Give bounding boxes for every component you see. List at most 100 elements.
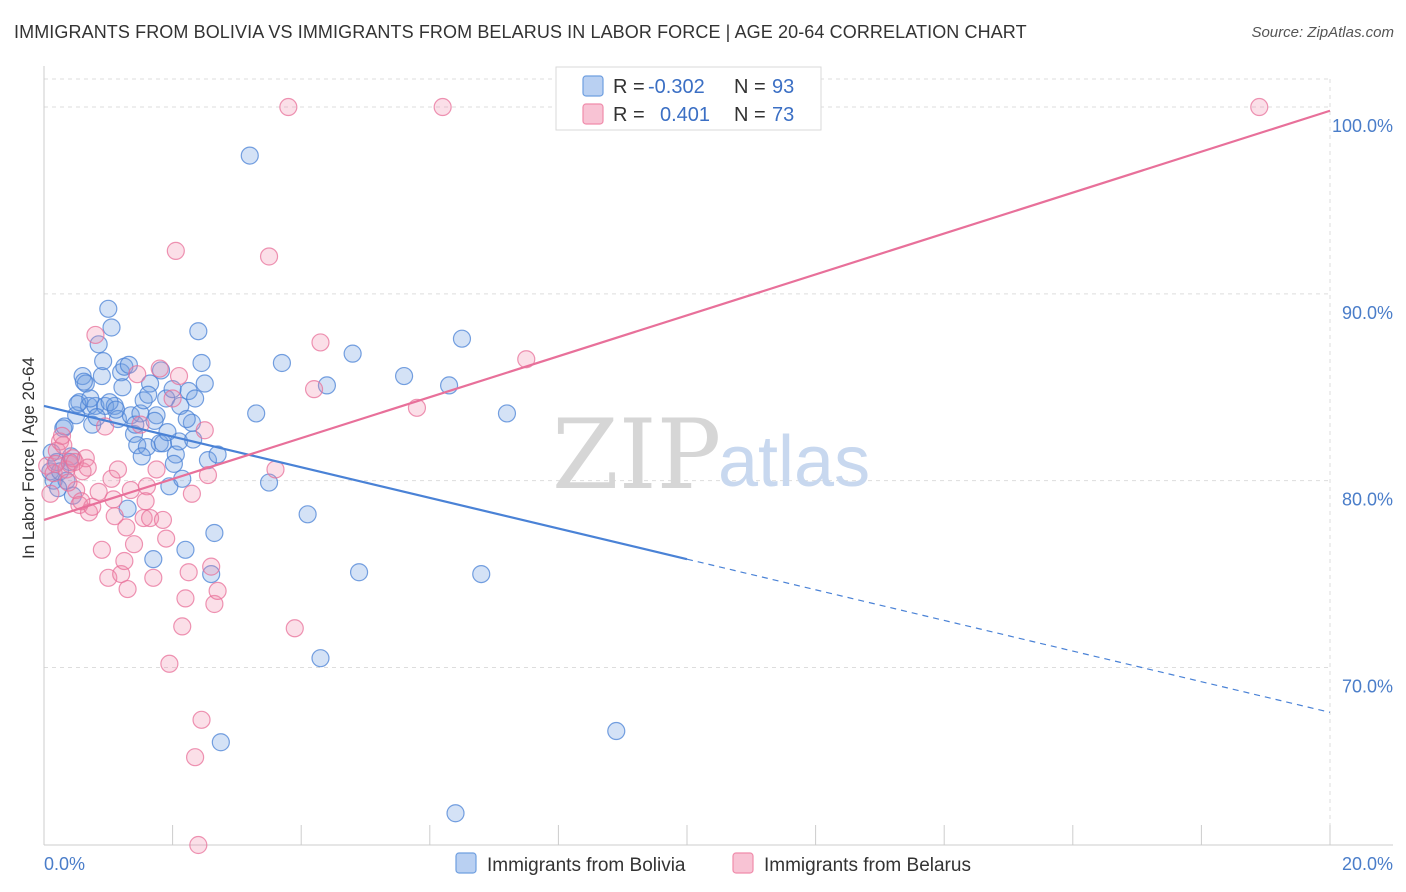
bolivia-point: [192, 353, 211, 373]
belarus-point: [118, 579, 137, 599]
bolivia-point: [452, 329, 472, 348]
bolivia-trend-line: [43, 404, 688, 561]
belarus-point: [59, 473, 78, 492]
bolivia-point: [607, 721, 626, 741]
belarus-point: [136, 492, 155, 511]
belarus-point: [259, 247, 279, 266]
belarus-point: [46, 454, 65, 473]
bottom-legend: Immigrants from Bolivia Immigrants from …: [455, 852, 971, 876]
belarus-point: [279, 97, 298, 117]
belarus-point: [89, 482, 108, 501]
legend-r-value-belarus: 0.401: [660, 104, 710, 126]
y-tick-label: 90.0%: [1342, 303, 1393, 323]
y-tick-label: 100.0%: [1332, 116, 1393, 136]
belarus-point: [108, 460, 128, 479]
bolivia-point: [94, 352, 113, 371]
bottom-legend-swatch-belarus: [732, 852, 754, 874]
belarus-point: [104, 490, 123, 509]
bolivia-point: [189, 322, 208, 341]
bottom-legend-bolivia: Immigrants from Bolivia: [487, 855, 686, 876]
belarus-point: [198, 465, 218, 485]
belarus-point: [179, 563, 198, 582]
legend-n-value-belarus: 73: [772, 104, 794, 126]
bolivia-point: [112, 363, 131, 382]
bolivia-point: [100, 393, 119, 412]
bolivia-point: [164, 454, 183, 473]
bolivia-trend-extension: [686, 558, 1331, 713]
bolivia-point: [81, 389, 100, 408]
bolivia-point: [158, 423, 177, 442]
belarus-point: [189, 835, 208, 855]
bolivia-point: [497, 404, 517, 423]
belarus-point: [285, 619, 304, 638]
bolivia-point: [186, 389, 205, 408]
belarus-point: [128, 365, 147, 384]
bolivia-point: [140, 374, 160, 393]
belarus-point: [144, 568, 163, 587]
belarus-point: [117, 518, 136, 537]
bolivia-point: [113, 378, 132, 397]
belarus-point: [150, 359, 169, 378]
bolivia-point: [343, 344, 362, 363]
legend-r-label: R =: [613, 104, 645, 126]
bolivia-point: [472, 564, 491, 584]
belarus-point: [1250, 97, 1269, 117]
belarus-point: [176, 589, 195, 608]
bolivia-point: [247, 404, 266, 423]
belarus-point: [182, 484, 201, 503]
bolivia-point: [92, 366, 111, 386]
chart-source: Source: ZipAtlas.com: [1251, 24, 1394, 41]
x-tick-label: 0.0%: [44, 854, 85, 874]
belarus-point: [115, 551, 134, 571]
belarus-point: [433, 97, 452, 117]
bolivia-point: [124, 424, 144, 444]
belarus-point: [169, 366, 189, 386]
watermark: ZIP atlas: [552, 399, 870, 511]
bolivia-point: [132, 447, 151, 466]
bottom-legend-belarus: Immigrants from Belarus: [764, 855, 971, 876]
legend-n-label: N =: [734, 76, 766, 98]
belarus-point: [153, 510, 173, 530]
bolivia-point: [202, 564, 221, 584]
bolivia-point: [272, 353, 292, 373]
belarus-point: [86, 325, 105, 345]
legend-n-label: N =: [734, 104, 766, 126]
bolivia-point: [144, 550, 163, 569]
belarus-point: [517, 350, 536, 369]
watermark-atlas: atlas: [718, 422, 870, 502]
bolivia-point: [349, 563, 369, 582]
belarus-point: [163, 389, 182, 408]
belarus-point: [52, 426, 72, 445]
y-tick-labels: 100.0% 90.0% 80.0% 70.0%: [1332, 116, 1393, 696]
belarus-point: [195, 421, 214, 440]
belarus-point: [157, 529, 176, 548]
belarus-point: [311, 333, 330, 352]
x-tick-labels: 0.0% 20.0%: [44, 854, 1393, 874]
belarus-point: [54, 436, 73, 455]
belarus-point: [173, 617, 192, 636]
bolivia-point: [177, 409, 196, 429]
belarus-point: [67, 480, 86, 500]
bolivia-point: [102, 318, 121, 337]
bolivia-point: [157, 389, 176, 408]
legend-box: R = -0.302 N = 93 R = 0.401 N = 73: [555, 66, 822, 131]
bolivia-point: [446, 804, 465, 823]
bolivia-point: [208, 445, 227, 464]
belarus-point: [72, 492, 91, 511]
bolivia-point: [298, 505, 317, 524]
bottom-legend-swatch-bolivia: [455, 852, 477, 874]
y-tick-label: 80.0%: [1342, 490, 1393, 510]
bolivia-point: [311, 649, 330, 668]
chart-title: IMMIGRANTS FROM BOLIVIA VS IMMIGRANTS FR…: [14, 22, 1027, 42]
belarus-point: [102, 469, 121, 488]
bolivia-point: [145, 411, 164, 430]
bolivia-point: [176, 540, 195, 559]
belarus-point: [192, 710, 211, 729]
data-points: [38, 97, 1269, 855]
belarus-point: [202, 557, 221, 576]
legend-n-value-bolivia: 93: [772, 76, 794, 98]
bolivia-point: [74, 372, 93, 391]
bolivia-point: [240, 146, 259, 165]
belarus-point: [147, 460, 166, 479]
